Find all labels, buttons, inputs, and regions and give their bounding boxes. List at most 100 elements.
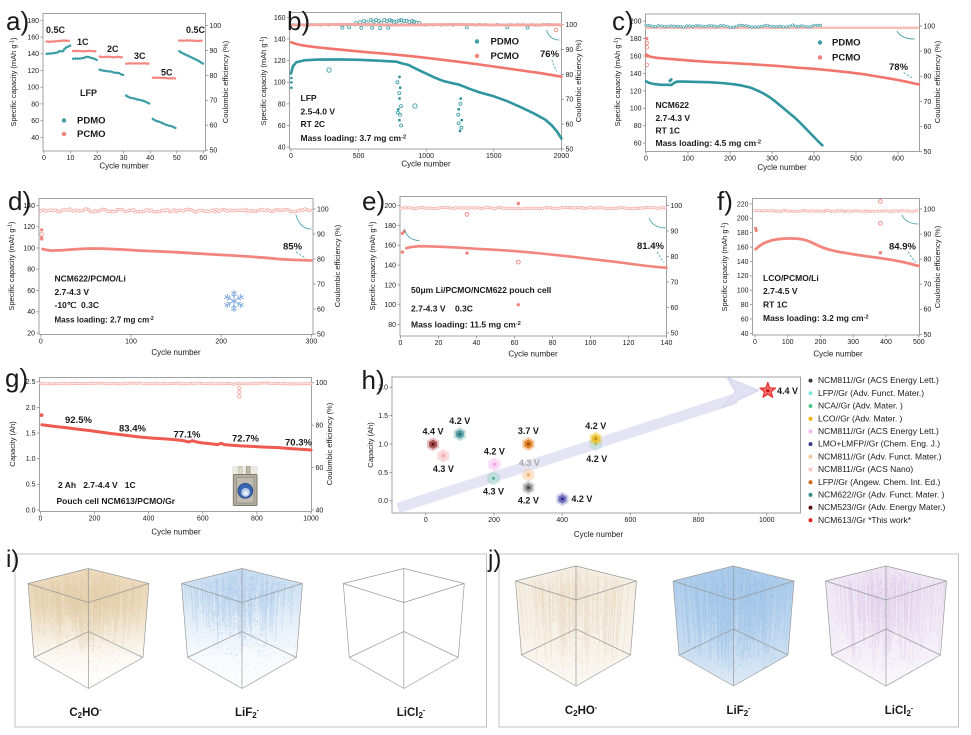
svg-text:4.2 V: 4.2 V	[586, 454, 607, 464]
svg-text:2.5-4.0 V: 2.5-4.0 V	[301, 107, 336, 117]
svg-text:80: 80	[671, 254, 679, 261]
svg-text:Capacity (Ah): Capacity (Ah)	[366, 422, 375, 468]
svg-text:Pouch cell NCM613/PCMO/Gr: Pouch cell NCM613/PCMO/Gr	[57, 496, 176, 506]
svg-text:80: 80	[278, 101, 286, 108]
svg-text:c): c)	[612, 6, 634, 36]
svg-text:0: 0	[39, 339, 43, 346]
svg-text:77.1%: 77.1%	[174, 430, 201, 441]
svg-text:60: 60	[278, 123, 286, 130]
svg-text:60: 60	[924, 124, 932, 131]
svg-text:a): a)	[6, 6, 29, 36]
svg-text:Specific capacity (mAh g-1): Specific capacity (mAh g-1)	[9, 37, 18, 127]
svg-text:40: 40	[473, 340, 481, 347]
svg-text:200: 200	[815, 339, 827, 346]
svg-text:NCM622/PCMO/Li: NCM622/PCMO/Li	[55, 274, 126, 284]
svg-text:4.2 V: 4.2 V	[449, 416, 470, 426]
svg-text:50: 50	[210, 148, 218, 155]
svg-text:180: 180	[27, 18, 39, 25]
svg-text:400: 400	[808, 156, 820, 163]
svg-text:Cycle number: Cycle number	[757, 163, 807, 172]
svg-text:160: 160	[274, 15, 286, 22]
svg-text:2000: 2000	[554, 153, 570, 160]
svg-text:200: 200	[384, 203, 396, 210]
svg-text:120: 120	[384, 282, 396, 289]
svg-text:80: 80	[210, 73, 218, 80]
svg-text:90: 90	[317, 231, 325, 238]
svg-text:84.9%: 84.9%	[889, 242, 916, 253]
svg-text:60: 60	[511, 340, 519, 347]
svg-text:Coulombic efficiency (%): Coulombic efficiency (%)	[221, 40, 230, 123]
svg-text:b): b)	[287, 6, 310, 36]
svg-text:20: 20	[27, 330, 35, 337]
svg-text:72.7%: 72.7%	[232, 434, 259, 445]
svg-text:5C: 5C	[161, 68, 173, 78]
svg-text:500: 500	[913, 339, 925, 346]
svg-text:60: 60	[566, 122, 574, 129]
svg-text:LFP: LFP	[80, 88, 97, 98]
svg-text:1000: 1000	[759, 517, 775, 524]
svg-text:LFP//Gr (Adv. Funct. Mater.): LFP//Gr (Adv. Funct. Mater.)	[818, 388, 924, 398]
svg-text:0.0: 0.0	[378, 498, 388, 505]
svg-text:100: 100	[737, 288, 749, 295]
svg-text:140: 140	[384, 262, 396, 269]
svg-text:Specific capacity (mAh g-1): Specific capacity (mAh g-1)	[259, 36, 268, 126]
svg-text:Specific capacity (mAh g-1): Specific capacity (mAh g-1)	[368, 221, 377, 311]
svg-text:400: 400	[143, 516, 155, 523]
svg-text:0: 0	[424, 517, 428, 524]
svg-text:NCA//Gr (Adv. Mater. ): NCA//Gr (Adv. Mater. )	[818, 401, 903, 411]
svg-text:500: 500	[850, 156, 862, 163]
svg-text:Capacity (Ah): Capacity (Ah)	[8, 421, 17, 467]
svg-text:1.0: 1.0	[378, 441, 388, 448]
svg-text:70: 70	[671, 279, 679, 286]
svg-text:80: 80	[388, 322, 396, 329]
svg-text:60: 60	[741, 316, 749, 323]
svg-text:Cycle number: Cycle number	[401, 160, 451, 169]
svg-text:90: 90	[210, 48, 218, 55]
svg-text:2.0: 2.0	[26, 405, 36, 412]
svg-text:500: 500	[353, 153, 365, 160]
svg-text:60: 60	[27, 288, 35, 295]
svg-text:C2HO-: C2HO-	[69, 707, 102, 720]
svg-text:Mass loading: 3.2 mg cm-2: Mass loading: 3.2 mg cm-2	[763, 313, 869, 323]
svg-text:160: 160	[27, 35, 39, 42]
svg-text:40: 40	[27, 309, 35, 316]
svg-text:30: 30	[120, 155, 128, 162]
svg-text:100: 100	[27, 85, 39, 92]
svg-text:140: 140	[737, 259, 749, 266]
svg-text:60: 60	[31, 118, 39, 125]
svg-text:1000: 1000	[303, 516, 319, 523]
svg-text:LiCl2-: LiCl2-	[885, 705, 914, 718]
svg-text:Cycle number: Cycle number	[151, 348, 201, 357]
svg-text:160: 160	[737, 245, 749, 252]
svg-text:200: 200	[215, 339, 227, 346]
svg-text:80: 80	[924, 257, 932, 264]
svg-text:2.7-4.3 V: 2.7-4.3 V	[656, 113, 691, 123]
svg-text:NCM811//Gr (Adv. Funct. Mater.: NCM811//Gr (Adv. Funct. Mater.)	[818, 451, 942, 461]
svg-text:92.5%: 92.5%	[65, 415, 92, 426]
svg-text:100: 100	[924, 206, 936, 213]
svg-text:NCM622: NCM622	[656, 100, 690, 110]
svg-text:70.3%: 70.3%	[285, 438, 312, 449]
svg-text:PCMO: PCMO	[491, 51, 520, 62]
svg-text:120: 120	[274, 58, 286, 65]
svg-text:2.7-4.3 V: 2.7-4.3 V	[55, 287, 90, 297]
svg-text:220: 220	[737, 201, 749, 208]
svg-text:PCMO: PCMO	[77, 129, 106, 140]
svg-text:400: 400	[556, 517, 568, 524]
svg-text:100: 100	[924, 23, 936, 30]
svg-text:0.5C: 0.5C	[46, 25, 66, 35]
svg-text:80: 80	[549, 340, 557, 347]
svg-text:50: 50	[317, 331, 325, 338]
svg-text:100: 100	[671, 203, 683, 210]
svg-text:Cycle number: Cycle number	[151, 528, 201, 537]
svg-text:120: 120	[630, 88, 642, 95]
svg-text:50: 50	[566, 146, 574, 153]
svg-text:4.3 V: 4.3 V	[433, 464, 454, 474]
svg-text:20: 20	[93, 155, 101, 162]
svg-text:90: 90	[566, 47, 574, 54]
svg-text:140: 140	[23, 203, 35, 210]
svg-text:60: 60	[210, 123, 218, 130]
svg-text:e): e)	[362, 186, 385, 216]
svg-text:160: 160	[384, 243, 396, 250]
svg-text:LiF2-: LiF2-	[235, 707, 260, 720]
